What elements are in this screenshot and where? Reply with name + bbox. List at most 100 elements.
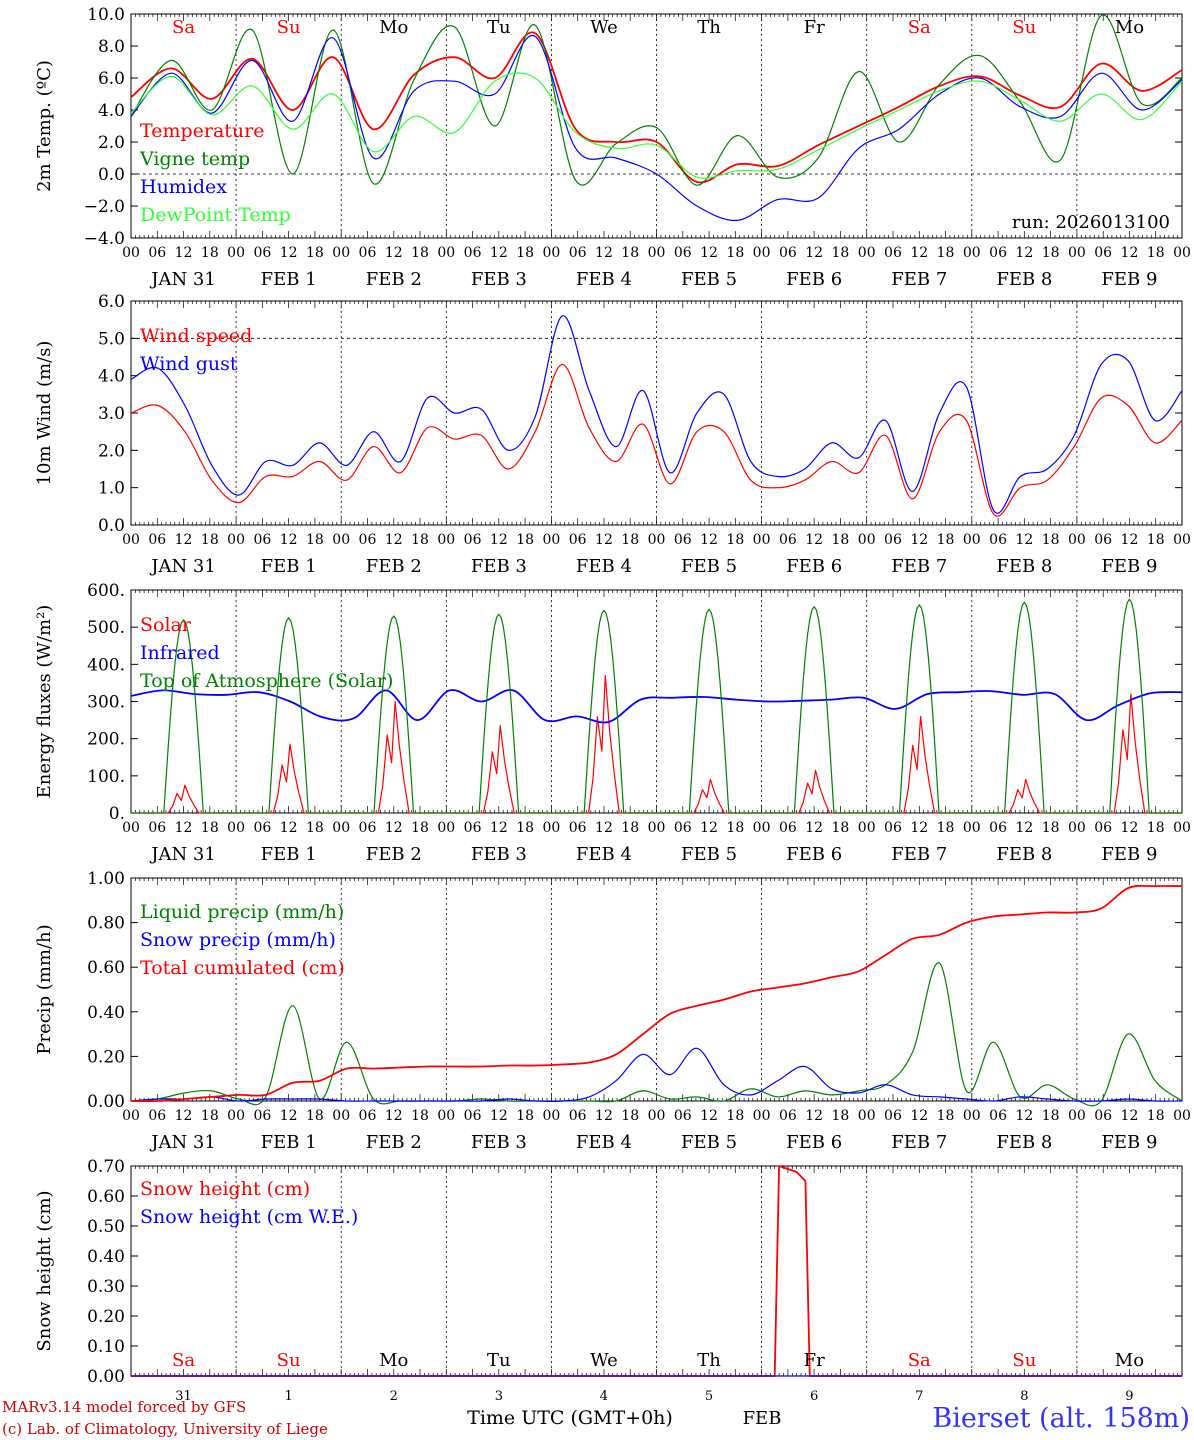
date-label: FEB 3 [471,556,527,577]
legend-entry: Humidex [140,176,227,198]
legend-entry: DewPoint Temp [140,204,291,226]
hour-tick-label: 12 [595,245,613,261]
date-label: FEB 5 [681,844,737,865]
hour-tick-label: 06 [359,1108,377,1124]
hour-tick-label: 06 [779,1108,797,1124]
hour-tick-label: 18 [516,820,534,836]
series-line-humidex [130,34,1183,222]
y-tick-label: 0.20 [87,1047,125,1067]
y-tick-label: 3.0 [98,404,125,424]
hour-tick-label: 12 [175,820,193,836]
hour-tick-label: 18 [201,532,219,548]
hour-tick-label: 00 [332,532,350,548]
date-label: FEB 8 [996,556,1052,577]
y-tick-label: 2.0 [98,133,125,153]
hour-tick-label: 06 [1094,1108,1112,1124]
day-number-label: 7 [915,1389,923,1404]
y-tick-label: 10.0 [87,5,125,25]
hour-tick-label: 18 [726,532,744,548]
day-number-label: 3 [495,1389,503,1404]
hour-tick-label: 00 [227,820,245,836]
hour-tick-label: 18 [1042,532,1060,548]
y-tick-label: 4.0 [98,367,125,387]
weekday-label: Fr [804,1350,825,1371]
hour-tick-label: 00 [332,1108,350,1124]
hour-tick-label: 06 [989,245,1007,261]
hour-tick-label: 18 [832,532,850,548]
hour-tick-label: 18 [1042,820,1060,836]
hour-tick-label: 18 [621,245,639,261]
hour-tick-label: 18 [1147,820,1165,836]
hour-tick-label: 00 [858,245,876,261]
hour-tick-label: 12 [175,245,193,261]
day-number-label: 2 [390,1389,398,1404]
hour-tick-label: 12 [910,245,928,261]
y-tick-label: 1.0 [98,479,125,499]
hour-tick-label: 00 [858,820,876,836]
hour-tick-label: 06 [569,1108,587,1124]
hour-tick-label: 06 [359,245,377,261]
panel-1: 10.0 8.0 6.0 4.0 2.0 0.0 −2.0 −4.0 2m Temp. (ºC)… [34,5,1191,290]
hour-tick-label: 12 [700,245,718,261]
hour-tick-label: 18 [1147,245,1165,261]
series-line-vigne-temp [130,14,1183,186]
y-tick-label: 500. [87,618,125,638]
date-label: FEB 5 [681,269,737,290]
hour-tick-label: 00 [753,532,771,548]
date-label: FEB 5 [681,556,737,577]
hour-tick-label: 18 [1147,532,1165,548]
weekday-label: We [590,1350,618,1371]
day-number-label: 4 [600,1389,608,1404]
hour-tick-label: 18 [306,532,324,548]
hour-tick-label: 12 [595,820,613,836]
hour-tick-label: 18 [621,532,639,548]
weekday-label: Sa [172,17,195,38]
hour-tick-label: 00 [1173,245,1191,261]
hour-tick-label: 18 [937,820,955,836]
panel-2: 6.0 5.0 4.0 3.0 2.0 1.0 0.0 10m Wind (m/s) 00 06 1… [34,292,1191,577]
hour-tick-label: 12 [1121,245,1139,261]
hour-tick-label: 12 [910,1108,928,1124]
hour-tick-label: 12 [490,245,508,261]
hour-tick-label: 18 [516,1108,534,1124]
date-label: FEB 4 [576,1132,632,1153]
series-line-wind-speed [130,363,1183,517]
hour-tick-label: 06 [464,1108,482,1124]
hour-tick-label: 00 [332,820,350,836]
y-axis-label: Energy fluxes (W/m²) [34,605,55,799]
hour-tick-label: 00 [753,1108,771,1124]
y-tick-label: 100. [87,767,125,787]
date-label: FEB 6 [786,844,842,865]
date-label: FEB 9 [1101,1132,1157,1153]
hour-tick-label: 18 [832,820,850,836]
legend-entry: Total cumulated (cm) [140,957,345,979]
hour-tick-label: 00 [1173,820,1191,836]
date-label: FEB 8 [996,844,1052,865]
y-tick-label: 0.30 [87,1277,125,1297]
hour-tick-label: 06 [148,1108,166,1124]
series-line-snow-precip-mm-h- [130,1047,1183,1102]
hour-tick-label: 12 [700,532,718,548]
hour-tick-label: 06 [1094,532,1112,548]
date-label: FEB 3 [471,1132,527,1153]
date-label: FEB 1 [261,556,317,577]
time-ticks [130,878,1183,1101]
y-tick-label: 0.20 [87,1307,125,1327]
hour-tick-label: 18 [306,1108,324,1124]
y-tick-label: 0.0 [98,165,125,185]
y-tick-label: 6.0 [98,69,125,89]
weekday-label: Sa [908,1350,931,1371]
hour-tick-label: 12 [1015,245,1033,261]
hour-tick-label: 12 [175,532,193,548]
y-tick-label: 0.0 [98,516,125,536]
time-ticks [130,14,1183,238]
hour-tick-label: 06 [569,245,587,261]
y-tick-label: 600. [87,581,125,601]
date-label: FEB 4 [576,844,632,865]
hour-tick-label: 00 [753,820,771,836]
hour-tick-label: 06 [884,1108,902,1124]
date-label: FEB 5 [681,1132,737,1153]
weekday-label: Mo [379,17,408,38]
date-label: FEB 6 [786,556,842,577]
hour-tick-label: 12 [1015,820,1033,836]
